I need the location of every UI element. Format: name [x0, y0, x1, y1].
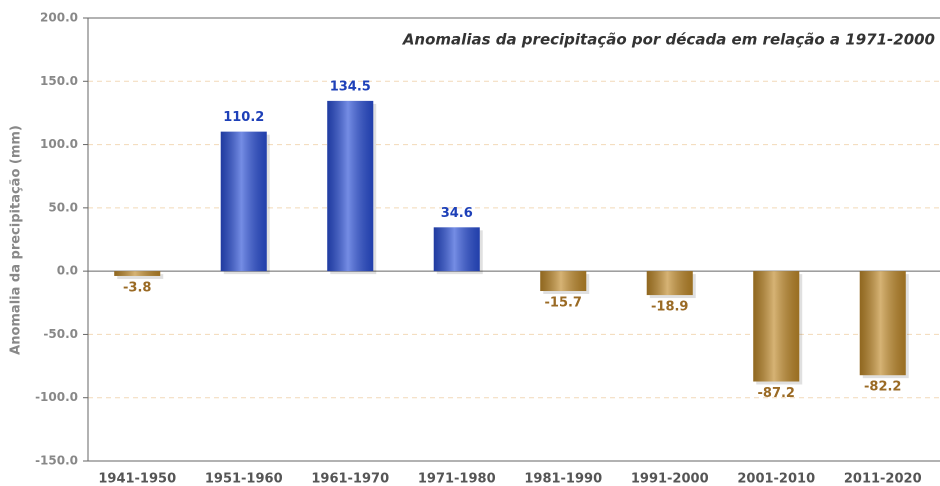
- bar-shadow: [117, 274, 164, 279]
- data-label: -15.7: [545, 296, 582, 311]
- x-tick-label: 1951-1960: [205, 472, 283, 486]
- data-label: -87.2: [758, 386, 795, 401]
- y-tick-label: 200.0: [40, 11, 78, 25]
- x-tick-label: 1961-1970: [311, 472, 389, 486]
- bar-highlight: [433, 227, 480, 272]
- bar-highlight: [327, 100, 374, 272]
- bar-highlight: [859, 271, 906, 376]
- bar-highlight: [540, 271, 587, 292]
- bar-highlight: [220, 131, 267, 272]
- data-label: -82.2: [864, 380, 901, 395]
- bar-highlight: [646, 271, 693, 296]
- y-tick-label: -150.0: [35, 454, 78, 468]
- y-tick-label: 0.0: [57, 264, 78, 278]
- y-tick-label: 50.0: [48, 200, 78, 214]
- y-tick-label: 150.0: [40, 74, 78, 88]
- data-label: 34.6: [441, 206, 473, 221]
- y-axis-label: Anomalia da precipitação (mm): [9, 125, 24, 355]
- data-label: 110.2: [223, 110, 264, 125]
- data-label: -18.9: [651, 300, 688, 315]
- y-tick-label: -50.0: [43, 327, 78, 341]
- y-tick-label: -100.0: [35, 390, 78, 404]
- data-label: -3.8: [123, 280, 151, 295]
- x-tick-label: 1941-1950: [98, 472, 176, 486]
- chart-title: Anomalias da precipitação por década em …: [402, 31, 935, 49]
- x-tick-label: 1991-2000: [631, 472, 709, 486]
- x-tick-label: 2001-2010: [737, 472, 815, 486]
- x-tick-label: 1971-1980: [418, 472, 496, 486]
- x-tick-label: 1981-1990: [524, 472, 602, 486]
- bar-highlight: [114, 271, 161, 276]
- y-tick-label: 100.0: [40, 137, 78, 151]
- data-label: 134.5: [330, 79, 371, 94]
- bar-highlight: [753, 271, 800, 382]
- x-tick-label: 2011-2020: [844, 472, 922, 486]
